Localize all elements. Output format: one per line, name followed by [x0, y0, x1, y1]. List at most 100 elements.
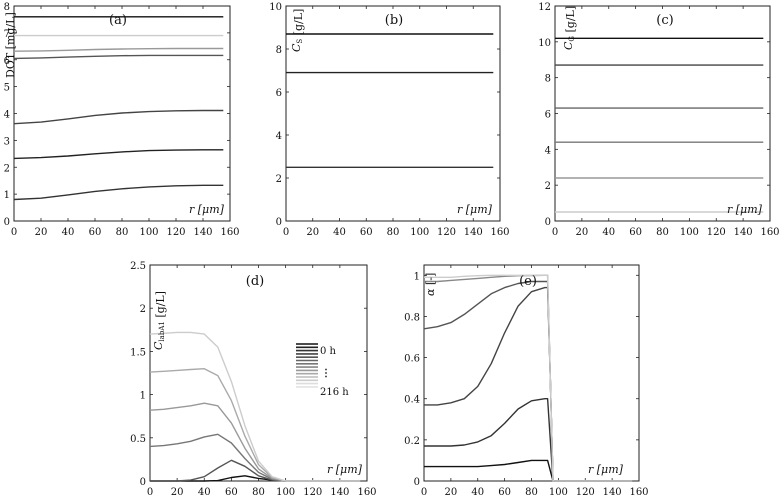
y-tick-label: 0	[4, 217, 10, 228]
x-tick-label: 60	[498, 487, 511, 497]
series-line-5	[13, 149, 224, 160]
series-line-2	[424, 286, 633, 482]
x-tick-label: 40	[333, 227, 346, 238]
panel-label: (e)	[519, 274, 537, 289]
series-line-2	[13, 47, 224, 52]
x-tick-label: 20	[35, 227, 48, 238]
y-tick-label: 8	[276, 45, 282, 56]
x-tick-label: 60	[629, 227, 642, 238]
y-tick-label: 6	[276, 88, 282, 99]
x-tick-label: 120	[166, 227, 185, 238]
y-tick-label: 4	[4, 110, 10, 121]
plot-frame	[149, 264, 368, 482]
y-axis-label-subscript: S	[296, 39, 304, 44]
panel-label: (c)	[656, 13, 673, 28]
series-line-5	[424, 274, 633, 482]
y-tick-label: 1	[4, 190, 10, 201]
y-tick-label: 1	[414, 271, 420, 282]
x-tick-label: 20	[576, 227, 589, 238]
y-tick-label: 2.5	[130, 261, 146, 272]
chart-panel-b: 0 20 40 60 80 100 120 140 160 0 2 4 6 8 10 (b) r [μm] CS …	[269, 2, 509, 238]
y-tick-label: 6	[545, 110, 551, 121]
y-tick-label: 0.2	[404, 436, 420, 447]
series-line-3	[13, 54, 224, 60]
series-line-4	[13, 109, 224, 125]
legend: 0 h ⋮ 216 h	[296, 343, 349, 398]
x-tick-label: 120	[303, 487, 322, 497]
x-tick-label: 60	[360, 227, 373, 238]
y-tick-label: 12	[538, 2, 551, 13]
x-tick-label: 60	[89, 227, 102, 238]
y-tick-label: 4	[545, 145, 551, 156]
x-tick-label: 0	[552, 227, 558, 238]
x-tick-label: 120	[707, 227, 726, 238]
y-tick-label: 2	[276, 174, 282, 185]
y-axis-label: α [-]	[424, 273, 437, 296]
y-tick-label: 0.4	[404, 395, 420, 406]
x-tick-label: 120	[437, 227, 456, 238]
x-tick-label: 20	[306, 227, 319, 238]
x-tick-label: 100	[139, 227, 158, 238]
x-tick-label: 140	[734, 227, 753, 238]
legend-last-label: 216 h	[320, 387, 349, 398]
x-tick-label: 40	[602, 227, 615, 238]
x-tick-label: 160	[357, 487, 376, 497]
x-axis-label: r [μm]	[727, 203, 763, 216]
y-tick-label: 7	[4, 29, 10, 40]
x-tick-label: 40	[471, 487, 484, 497]
y-tick-label: 6	[4, 56, 10, 67]
y-axis-label-unit: [g/L]	[292, 9, 305, 39]
x-axis-label: r [μm]	[457, 203, 493, 216]
x-tick-label: 80	[656, 227, 669, 238]
chart-panel-a: 0 20 40 60 80 100 120 140 160 0 1 2 3 4 5 6 7 8 (a) r [μm] D…	[4, 2, 240, 238]
series-line-3	[423, 280, 633, 482]
y-tick-label: 3	[4, 136, 10, 147]
y-axis-label-symbol: α	[424, 288, 437, 296]
x-axis-label: r [μm]	[189, 203, 225, 216]
chart-panel-d: 0 20 40 60 80 100 120 140 160 0 0.5 1 1.5 2 2.5 (d) r [μ…	[130, 261, 376, 497]
y-tick-label: 0	[276, 217, 282, 228]
y-axis-label-symbol: C	[562, 41, 575, 50]
chart-panel-e: 0 20 40 60 80 100 120 140 160 0 0.2 0.4 0.6 0.8 1 (e) r …	[404, 264, 649, 497]
x-tick-label: 100	[549, 487, 568, 497]
x-tick-label: 160	[760, 227, 779, 238]
y-tick-label: 0	[414, 477, 420, 488]
y-tick-label: 2	[140, 304, 146, 315]
panel-label: (d)	[246, 274, 264, 289]
y-tick-label: 0	[545, 217, 551, 228]
x-tick-label: 80	[525, 487, 538, 497]
y-axis-label: CS [g/L]	[290, 9, 305, 52]
x-tick-label: 160	[220, 227, 239, 238]
x-tick-label: 100	[410, 227, 429, 238]
y-tick-label: 4	[276, 131, 282, 142]
x-tick-label: 40	[62, 227, 75, 238]
y-tick-label: 0.8	[404, 312, 420, 323]
x-tick-label: 120	[576, 487, 595, 497]
x-tick-label: 20	[445, 487, 458, 497]
y-tick-label: 0	[140, 477, 146, 488]
y-tick-label: 0.5	[130, 434, 146, 445]
x-tick-label: 160	[490, 227, 509, 238]
y-axis-label-symbol: C	[152, 341, 165, 350]
plot-frame	[423, 264, 640, 482]
x-axis-label: r [μm]	[327, 463, 363, 476]
series-line-4	[424, 274, 633, 482]
y-axis-label-subscript: labA1	[158, 321, 166, 341]
y-axis-label-symbol: C	[290, 43, 303, 52]
x-tick-label: 140	[603, 487, 622, 497]
y-axis-label-unit: [g/L]	[154, 291, 167, 321]
y-tick-label: 0.6	[404, 354, 420, 365]
y-axis-label-unit: [-]	[424, 273, 437, 289]
x-tick-label: 140	[193, 227, 212, 238]
y-tick-label: 10	[269, 2, 282, 13]
x-tick-label: 20	[171, 487, 184, 497]
x-tick-label: 80	[116, 227, 129, 238]
plot-frame	[285, 5, 501, 222]
x-tick-label: 140	[330, 487, 349, 497]
x-tick-label: 40	[198, 487, 211, 497]
y-tick-label: 8	[4, 2, 10, 13]
chart-panel-c: 0 20 40 60 80 100 120 140 160 0 2 4 6 8 10 12 (c) r [μm] C…	[538, 2, 779, 238]
y-axis-label: DOT [mg/L]	[4, 12, 17, 78]
y-tick-label: 10	[538, 38, 551, 49]
